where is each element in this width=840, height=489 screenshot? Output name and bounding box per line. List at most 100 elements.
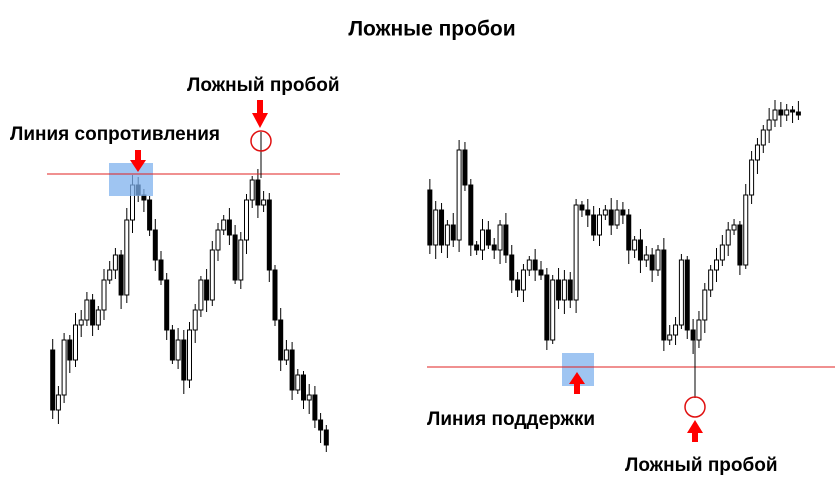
candle-body — [152, 229, 158, 261]
candle-body — [221, 219, 227, 231]
candle-body — [158, 259, 164, 281]
candle-body — [696, 319, 702, 341]
candle-body — [209, 249, 215, 301]
candle-body — [678, 259, 684, 326]
candle-body — [90, 299, 96, 326]
candle-body — [456, 149, 462, 241]
candle-body — [690, 329, 696, 341]
candle-body — [147, 199, 153, 231]
candle-body — [468, 184, 474, 246]
candle-body — [509, 254, 515, 281]
candle-body — [204, 279, 210, 301]
candle-body — [118, 254, 124, 296]
candle-body — [84, 299, 90, 321]
candle-body — [760, 129, 766, 146]
candle-body — [637, 239, 643, 261]
candle-body — [597, 214, 602, 236]
candle-body — [164, 279, 170, 331]
candle-body — [107, 269, 113, 281]
candle-body — [238, 239, 244, 281]
candle-body — [561, 279, 567, 301]
candle-body — [175, 339, 181, 361]
candle-body — [515, 279, 521, 291]
candle-body — [192, 309, 198, 331]
candle-body — [491, 244, 497, 251]
candle-body — [272, 269, 278, 321]
candle-body — [50, 349, 56, 411]
candle-body — [503, 224, 509, 256]
candle-body — [67, 339, 73, 361]
arrow-up — [687, 420, 703, 442]
candle-body — [591, 214, 597, 236]
candle-body — [795, 111, 801, 116]
candle-body — [673, 324, 679, 336]
candle-body — [778, 109, 784, 116]
candle-body — [620, 209, 626, 216]
candle-body — [278, 319, 284, 361]
candle-body — [439, 209, 445, 246]
candle-body — [544, 274, 550, 341]
candle-body — [215, 229, 221, 251]
candle-body — [112, 254, 118, 271]
candle-body — [684, 259, 690, 331]
candle-body — [318, 419, 324, 431]
candle-body — [655, 249, 661, 271]
candle-body — [579, 204, 585, 211]
candle-body — [626, 214, 632, 251]
candle-body — [61, 339, 67, 396]
candle-body — [608, 209, 614, 226]
candle-body — [766, 119, 772, 131]
breakout-circle — [250, 130, 272, 152]
candle-body — [323, 429, 329, 446]
candle-body — [661, 249, 667, 341]
candle-body — [749, 159, 755, 196]
candle-body — [632, 239, 638, 251]
candle-body — [169, 329, 175, 361]
candle-body — [649, 254, 655, 271]
candle-body — [550, 279, 556, 341]
line-label: Линия сопротивления — [10, 124, 220, 145]
candle-body — [538, 269, 544, 276]
candle-body — [427, 189, 433, 246]
arrow-down — [130, 150, 146, 172]
breakout-circle — [684, 396, 706, 418]
candle-body — [198, 279, 204, 311]
candle-body — [497, 224, 503, 251]
candle-body — [73, 324, 78, 361]
candle-body — [187, 329, 192, 381]
candle-body — [532, 259, 538, 271]
right-candles — [427, 100, 801, 354]
candle-body — [450, 224, 456, 241]
candle-body — [556, 279, 562, 301]
candle-body — [485, 229, 491, 246]
candle-body — [462, 149, 468, 186]
candle-body — [567, 279, 573, 301]
candle-body — [772, 109, 778, 121]
title: Ложные пробои — [348, 18, 515, 41]
breakout-label: Ложный пробой — [187, 75, 340, 96]
candle-body — [474, 244, 480, 251]
candle-body — [244, 199, 249, 241]
candle-body — [55, 394, 61, 411]
candle-body — [725, 229, 731, 246]
candle-body — [78, 319, 84, 326]
candle-body — [283, 349, 289, 361]
candle-body — [266, 199, 272, 271]
candle-body — [433, 209, 439, 246]
candle-body — [602, 209, 608, 216]
left-candles — [50, 169, 329, 452]
candle-body — [232, 234, 238, 281]
candle-body — [289, 349, 295, 391]
candle-body — [573, 204, 579, 301]
candle-body — [784, 109, 790, 116]
candle-body — [585, 209, 591, 216]
candle-body — [312, 394, 318, 421]
candle-body — [306, 394, 312, 401]
candle-body — [124, 219, 130, 296]
breakout-label: Ложный пробой — [625, 455, 778, 476]
candle-body — [226, 219, 232, 236]
candle-body — [714, 259, 719, 271]
candle-body — [643, 254, 649, 261]
